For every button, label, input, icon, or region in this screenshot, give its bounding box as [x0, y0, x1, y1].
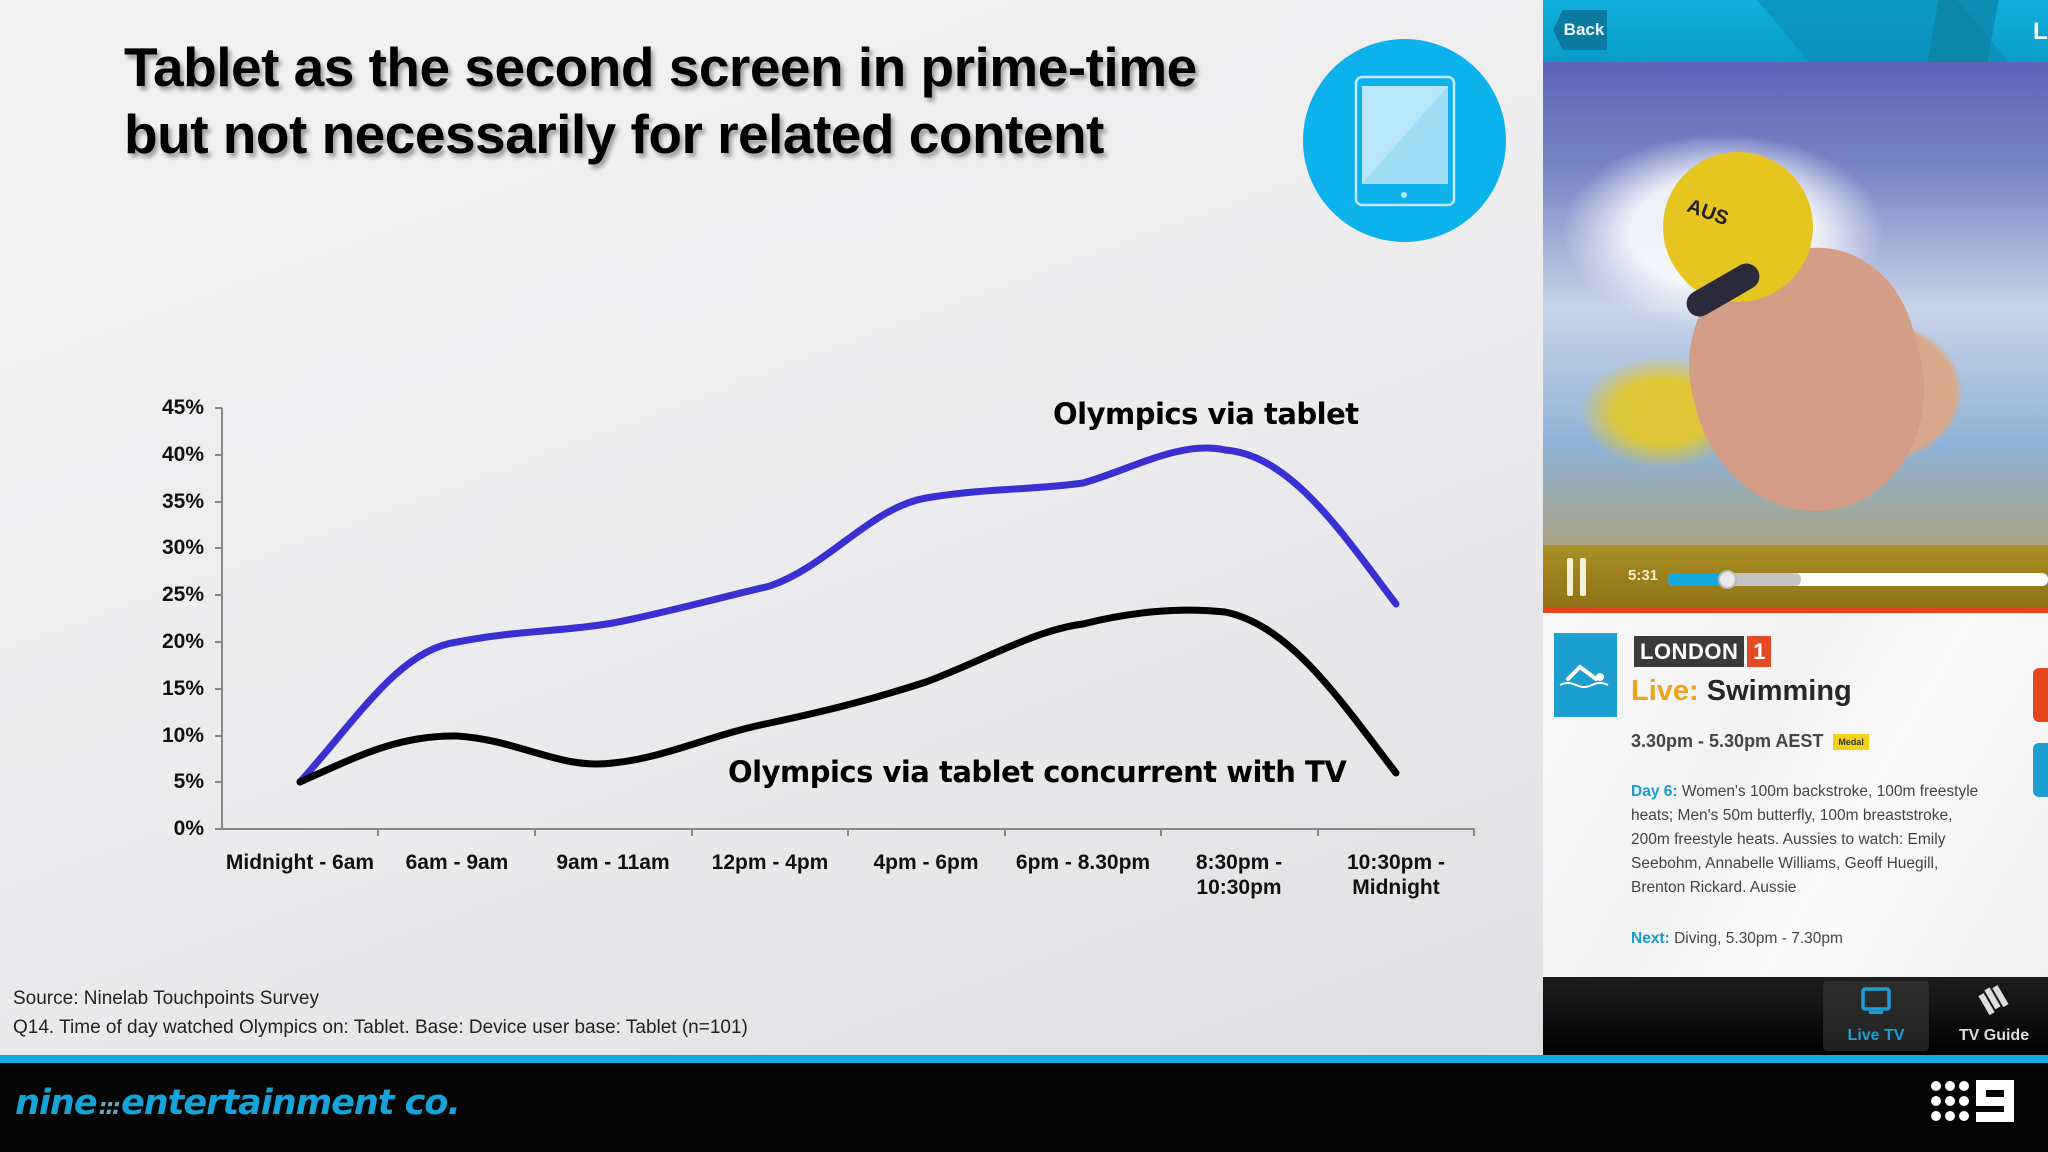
y-tick-40: 40%: [161, 443, 204, 466]
x-axis-ticks: [377, 829, 1475, 836]
medal-badge: Medal: [1833, 734, 1869, 751]
footer-bar: [0, 1063, 2048, 1152]
tab-tv-guide[interactable]: TV Guide: [1941, 981, 2047, 1051]
chart-plot: [215, 407, 1475, 836]
swimming-icon: [1554, 633, 1617, 717]
y-tick-10: 10%: [161, 724, 204, 747]
program-time: 3.30pm - 5.30pm AEST Medal: [1631, 731, 1869, 752]
program-description: Day 6: Women's 100m backstroke, 100m fre…: [1631, 783, 1979, 896]
pause-icon[interactable]: [1567, 558, 1587, 596]
y-tick-35: 35%: [161, 490, 204, 513]
series-line-concurrent: [296, 606, 1400, 786]
tab-live-tv[interactable]: Live TV: [1823, 981, 1929, 1051]
channel-badge: LONDON 1: [1634, 636, 1772, 667]
tablet-app-screenshot: Back Li AUS 5:31 LONDON 1: [1543, 0, 2048, 1055]
title-line-2: but not necessarily for related content: [124, 103, 1104, 165]
line-chart: 45% 40% 35% 30% 25% 20% 15% 10% 5% 0% Mi…: [161, 396, 1475, 899]
x-tick-label: 4pm - 6pm: [873, 851, 979, 874]
guide-icon: [1978, 985, 2009, 1016]
y-tick-5: 5%: [173, 770, 204, 793]
y-tick-45: 45%: [161, 396, 204, 419]
back-button[interactable]: Back: [1553, 10, 1607, 50]
divider-line: [1543, 608, 2048, 613]
y-axis-ticks: [215, 407, 222, 830]
tv-icon: [1861, 987, 1891, 1014]
x-tick-label: 6am - 9am: [405, 851, 509, 874]
tablet-icon: [1303, 39, 1506, 242]
next-program: Next: Diving, 5.30pm - 7.30pm: [1631, 930, 1843, 947]
accent-bar: [0, 1055, 2048, 1063]
series-label-tablet: Olympics via tablet: [1053, 397, 1359, 431]
slide-title: Tablet as the second screen in prime-tim…: [124, 34, 1304, 168]
series-label-concurrent: Olympics via tablet concurrent with TV: [728, 755, 1347, 789]
x-tick-label: 12pm - 4pm: [711, 851, 829, 874]
x-tick-label: 6pm - 8.30pm: [1015, 851, 1151, 874]
progress-fill: [1668, 573, 1726, 586]
y-tick-0: 0%: [173, 817, 204, 840]
app-header: Back Li: [1543, 0, 2048, 62]
x-tick-label: 9am - 11am: [556, 851, 670, 874]
progress-slider[interactable]: [1668, 570, 2048, 589]
brand-logo: nine:::entertainment co.: [15, 1083, 461, 1123]
source-line: Source: Ninelab Touchpoints Survey: [13, 988, 319, 1009]
nine-network-logo: [1930, 1080, 2020, 1135]
playback-time: 5:31: [1628, 567, 1659, 584]
program-title: Live: Swimming: [1631, 675, 1852, 707]
side-button-red[interactable]: [2033, 668, 2048, 722]
video-player[interactable]: AUS: [1543, 62, 2048, 610]
program-info-card: LONDON 1 Live: Swimming 3.30pm - 5.30pm …: [1543, 613, 2048, 977]
x-tick-label: 8:30pm -10:30pm: [1195, 851, 1283, 899]
side-button-blue[interactable]: [2033, 743, 2048, 797]
header-title: Li: [2033, 18, 2048, 45]
app-tab-bar: Live TV TV Guide: [1543, 977, 2048, 1055]
y-tick-15: 15%: [161, 677, 204, 700]
progress-thumb[interactable]: [1718, 570, 1737, 589]
y-tick-25: 25%: [161, 583, 204, 606]
x-tick-label: 10:30pm - Midnight: [1346, 851, 1446, 899]
player-controls: 5:31: [1543, 545, 2048, 610]
series-line-tablet: [296, 444, 1400, 786]
title-line-1: Tablet as the second screen in prime-tim…: [124, 36, 1197, 98]
y-tick-20: 20%: [161, 630, 204, 653]
x-tick-label: Midnight - 6am: [225, 851, 375, 874]
y-tick-30: 30%: [161, 536, 204, 559]
question-note: Q14. Time of day watched Olympics on: Ta…: [13, 1017, 748, 1038]
